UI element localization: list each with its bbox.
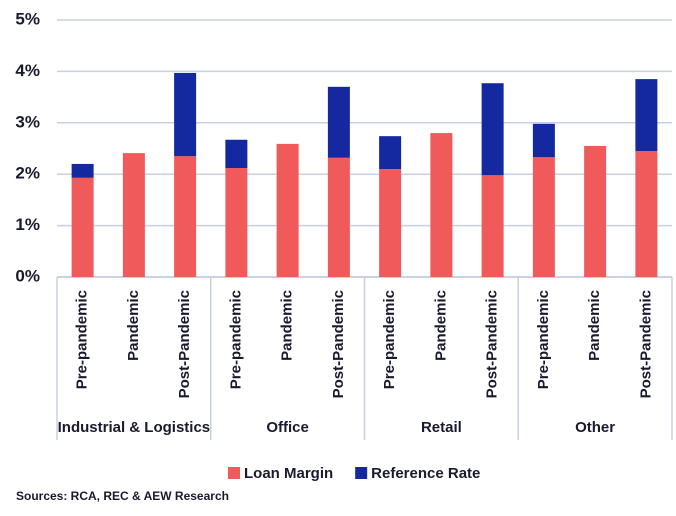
- bar-segment: [635, 79, 658, 152]
- bar-segment: [174, 156, 197, 277]
- bar-segment: [532, 157, 555, 277]
- x-tick-label: Pre-pandemic: [227, 290, 244, 389]
- x-tick-label: Post-Pandemic: [484, 290, 501, 398]
- x-tick-label: Post-Pandemic: [637, 290, 654, 398]
- bar-segment: [379, 136, 402, 170]
- bar-segment: [379, 169, 402, 277]
- x-tick-label: Pandemic: [125, 290, 142, 361]
- x-tick-label: Pre-pandemic: [381, 290, 398, 389]
- bar-segment: [276, 143, 299, 277]
- bar-segment: [430, 133, 453, 277]
- x-tick-label: Post-Pandemic: [330, 290, 347, 398]
- legend-label: Reference Rate: [371, 465, 480, 482]
- bar-segment: [327, 157, 350, 277]
- bar-segment: [481, 83, 504, 176]
- group-label: Retail: [421, 419, 462, 436]
- x-tick-label: Pandemic: [432, 290, 449, 361]
- bar-segment: [174, 72, 197, 157]
- bar-segment: [71, 163, 94, 178]
- bar-segment: [481, 175, 504, 277]
- y-tick-label: 3%: [15, 112, 40, 131]
- y-tick-label: 0%: [15, 266, 40, 285]
- x-tick-label: Pre-pandemic: [74, 290, 91, 389]
- bar-segment: [635, 151, 658, 277]
- bar-segment: [225, 168, 248, 277]
- y-tick-label: 5%: [15, 9, 40, 28]
- group-label: Industrial & Logistics: [58, 419, 211, 436]
- legend-label: Loan Margin: [244, 465, 333, 482]
- source-note: Sources: RCA, REC & AEW Research: [16, 489, 229, 503]
- bar-segment: [584, 145, 607, 277]
- y-tick-label: 2%: [15, 164, 40, 183]
- x-tick-label: Pandemic: [586, 290, 603, 361]
- y-tick-label: 4%: [15, 61, 40, 80]
- x-tick-label: Pandemic: [279, 290, 296, 361]
- legend-swatch: [355, 467, 368, 479]
- x-tick-label: Pre-pandemic: [535, 290, 552, 389]
- y-tick-label: 1%: [15, 215, 40, 234]
- legend-swatch: [228, 467, 240, 479]
- group-label: Other: [575, 419, 615, 436]
- bar-segment: [532, 123, 555, 158]
- bar-segment: [122, 153, 145, 277]
- x-tick-label: Post-Pandemic: [176, 290, 193, 398]
- group-label: Office: [266, 419, 309, 436]
- bar-segment: [327, 86, 350, 158]
- bar-segment: [225, 139, 248, 169]
- bar-segment: [71, 177, 94, 277]
